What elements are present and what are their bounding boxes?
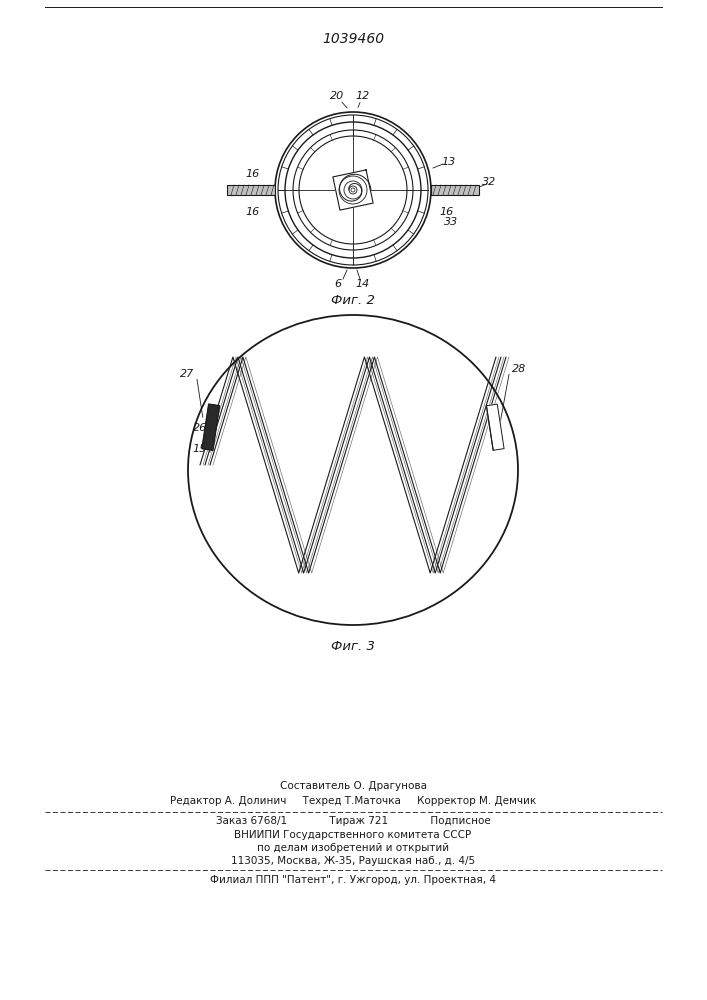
Text: Фиг. 2: Фиг. 2 [331,294,375,306]
Text: 16: 16 [246,169,260,179]
Text: 6: 6 [334,279,341,289]
Text: 27: 27 [180,369,194,379]
Text: по делам изобретений и открытий: по делам изобретений и открытий [257,843,449,853]
Text: 26: 26 [193,423,207,433]
Polygon shape [333,170,373,210]
Text: Составитель О. Драгунова: Составитель О. Драгунова [279,781,426,791]
Text: 13: 13 [442,157,456,167]
Text: Редактор А. Долинич     Техред Т.Маточка     Корректор М. Демчик: Редактор А. Долинич Техред Т.Маточка Кор… [170,796,536,806]
Bar [431,185,479,195]
Text: Фиг. 3: Фиг. 3 [331,641,375,654]
Text: 12: 12 [356,91,370,101]
Text: Заказ 6768/1             Тираж 721             Подписное: Заказ 6768/1 Тираж 721 Подписное [216,816,491,826]
Bar [227,185,275,195]
Text: 1039460: 1039460 [322,32,384,46]
Text: 32: 32 [482,177,496,187]
Polygon shape [202,404,220,450]
Text: ВНИИПИ Государственного комитета СССР: ВНИИПИ Государственного комитета СССР [235,830,472,840]
Text: 20: 20 [330,91,344,101]
Text: 14: 14 [356,279,370,289]
Text: 16: 16 [246,207,260,217]
Text: 28: 28 [512,364,526,374]
Polygon shape [486,404,504,450]
Text: 33: 33 [444,217,458,227]
Text: Филиал ППП "Патент", г. Ужгород, ул. Проектная, 4: Филиал ППП "Патент", г. Ужгород, ул. Про… [210,875,496,885]
Text: 16: 16 [440,207,454,217]
Text: 15: 15 [193,444,207,454]
Text: 113035, Москва, Ж-35, Раушская наб., д. 4/5: 113035, Москва, Ж-35, Раушская наб., д. … [231,856,475,866]
